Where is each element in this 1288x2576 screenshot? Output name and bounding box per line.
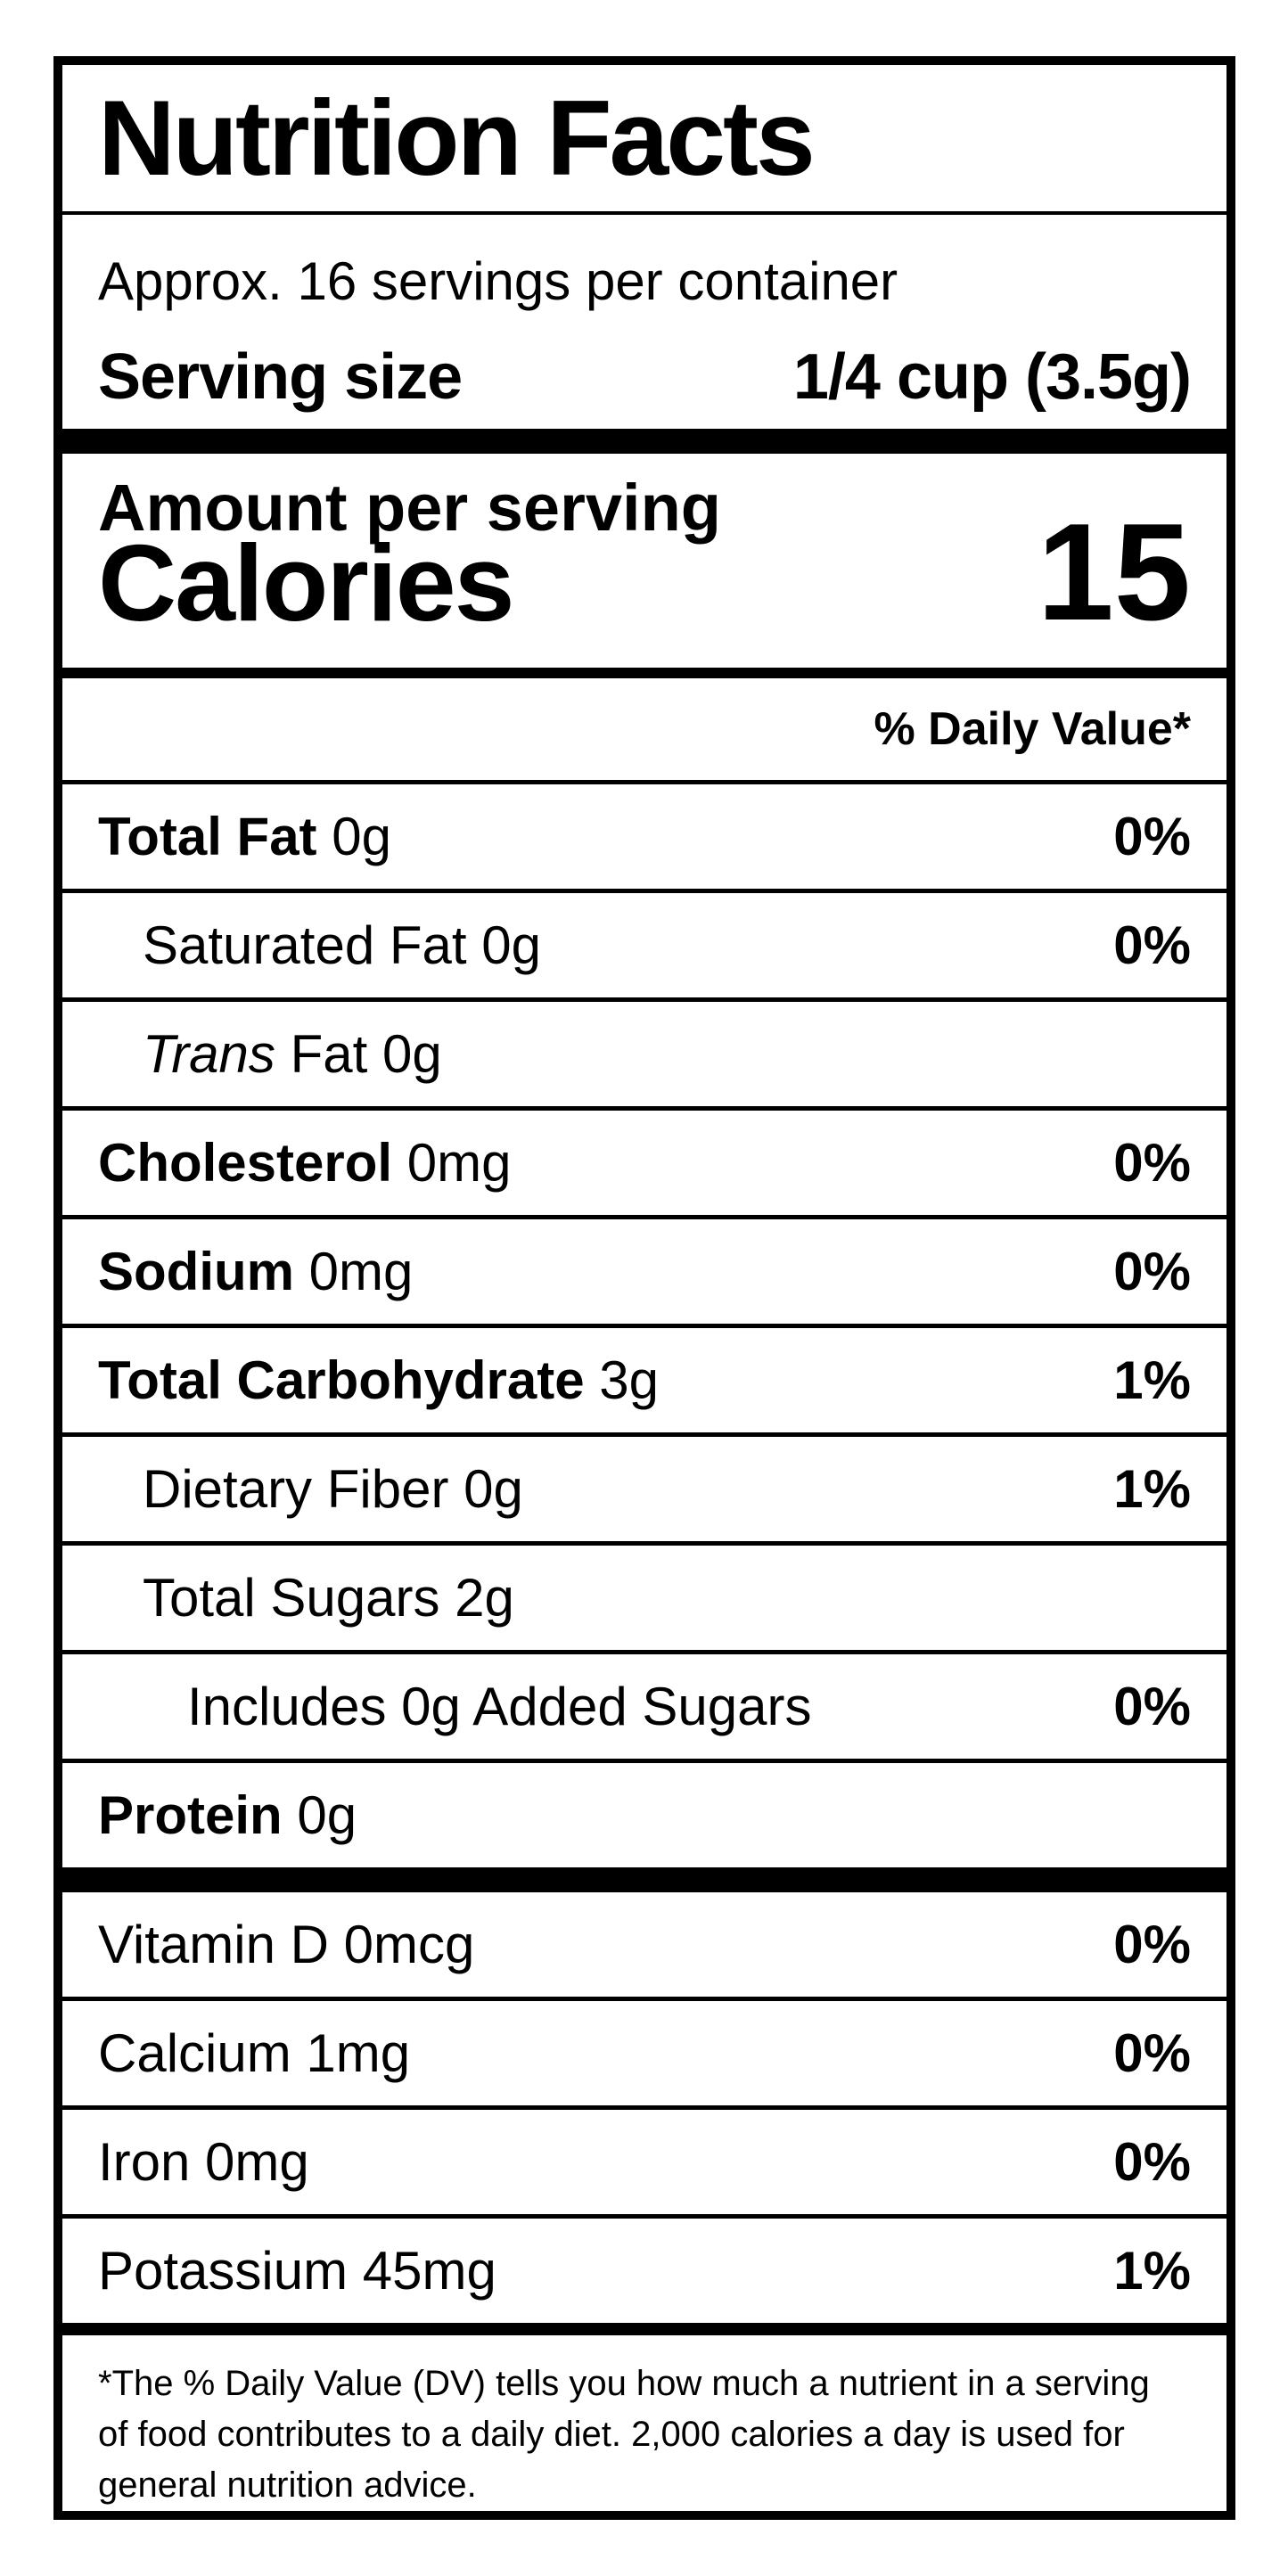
daily-value: 0% (1113, 2023, 1191, 2083)
nutrient-name: Includes 0g Added Sugars (187, 1677, 812, 1736)
footnote-line: *The % Daily Value (DV) tells you how mu… (98, 2364, 1150, 2403)
nutrient-name-and-amount: Dietary Fiber 0g (143, 1459, 523, 1519)
serving-size-value: 1/4 cup (3.5g) (792, 340, 1192, 413)
daily-value: 0% (1113, 1133, 1191, 1193)
daily-value: 1% (1113, 2241, 1191, 2301)
nutrient-name-and-amount: Saturated Fat 0g (143, 915, 541, 975)
divider-bar-thick-top (62, 429, 1226, 454)
nutrient-name: Dietary Fiber (143, 1459, 449, 1519)
footnote-line: general nutrition advice. (98, 2465, 477, 2505)
daily-value: 1% (1113, 1350, 1191, 1410)
divider-bar-footnote (62, 2323, 1226, 2335)
nutrient-name: Potassium (98, 2241, 349, 2301)
nutrient-name: Trans (143, 1024, 275, 1084)
label-title: Nutrition Facts (98, 78, 816, 198)
nutrient-name: Iron (98, 2132, 191, 2192)
nutrient-name-and-amount: Iron 0mg (98, 2132, 309, 2192)
micronutrient-row: Potassium 45mg 1% (62, 2219, 1226, 2323)
daily-value: 1% (1113, 1459, 1191, 1519)
micronutrient-rows: Vitamin D 0mcg 0% Calcium 1mg 0% Iron 0mg 0% P… (62, 1892, 1226, 2323)
nutrient-name-and-amount: Protein 0g (98, 1785, 357, 1845)
nutrient-name: Sodium (98, 1242, 294, 1301)
nutrient-name: Total Carbohydrate (98, 1350, 585, 1410)
micronutrient-row: Iron 0mg 0% (62, 2110, 1226, 2219)
servings-per-container: Approx. 16 servings per container (98, 251, 898, 311)
nutrient-name: Protein (98, 1785, 283, 1845)
nutrient-name-and-amount: Trans Fat 0g (143, 1024, 442, 1084)
nutrient-name-and-amount: Sodium 0mg (98, 1242, 414, 1301)
nutrient-name: Cholesterol (98, 1133, 393, 1193)
divider-bar-thick-middle (62, 1867, 1226, 1892)
daily-value-header: % Daily Value* (62, 678, 1226, 784)
nutrient-name-and-amount: Total Fat 0g (98, 807, 391, 866)
nutrient-row: Protein 0g (62, 1763, 1226, 1867)
nutrient-name-and-amount: Cholesterol 0mg (98, 1133, 512, 1193)
nutrient-row: Total Fat 0g 0% (62, 784, 1226, 893)
nutrient-row: Total Sugars 2g (62, 1546, 1226, 1654)
nutrient-name: Total Fat (98, 807, 317, 866)
micronutrient-row: Vitamin D 0mcg 0% (62, 1892, 1226, 2001)
nutrient-name: Calcium (98, 2023, 291, 2083)
nutrient-row: Dietary Fiber 0g 1% (62, 1437, 1226, 1546)
daily-value: 0% (1113, 1915, 1191, 1974)
serving-size-label: Serving size (98, 340, 463, 413)
nutrient-name-and-amount: Includes 0g Added Sugars (187, 1676, 812, 1737)
micronutrient-row: Calcium 1mg 0% (62, 2001, 1226, 2110)
nutrient-name: Vitamin D (98, 1915, 329, 1974)
nutrient-name-and-amount: Total Sugars 2g (143, 1568, 514, 1628)
footnote-line: of food contributes to a daily diet. 2,0… (98, 2415, 1125, 2454)
daily-value: 0% (1113, 1242, 1191, 1301)
footnote: *The % Daily Value (DV) tells you how mu… (62, 2335, 1226, 2511)
nutrition-facts-label: Nutrition Facts Approx. 16 servings per … (53, 56, 1235, 2520)
nutrient-name: Total Sugars (143, 1568, 440, 1628)
daily-value: 0% (1113, 915, 1191, 975)
daily-value: 0% (1113, 2132, 1191, 2192)
nutrient-name-and-amount: Vitamin D 0mcg (98, 1915, 475, 1974)
nutrient-row: Total Carbohydrate 3g 1% (62, 1328, 1226, 1437)
nutrient-name-and-amount: Calcium 1mg (98, 2023, 411, 2083)
amount-per-serving-label: Amount per serving (98, 471, 721, 545)
nutrient-name-and-amount: Total Carbohydrate 3g (98, 1350, 660, 1410)
serving-size-row: Serving size 1/4 cup (3.5g) (62, 324, 1226, 429)
nutrient-row: Saturated Fat 0g 0% (62, 893, 1226, 1002)
nutrient-row: Cholesterol 0mg 0% (62, 1111, 1226, 1219)
daily-value: 0% (1113, 1677, 1191, 1736)
title-section: Nutrition Facts (62, 65, 1226, 215)
nutrient-rows: Total Fat 0g 0% Saturated Fat 0g 0% Trans Fa… (62, 784, 1226, 1867)
nutrient-row: Trans Fat 0g (62, 1002, 1226, 1111)
daily-value: 0% (1113, 807, 1191, 866)
nutrient-row: Sodium 0mg 0% (62, 1219, 1226, 1328)
nutrient-name: Saturated Fat (143, 915, 467, 975)
nutrient-row: Includes 0g Added Sugars 0% (62, 1654, 1226, 1763)
nutrient-name-and-amount: Potassium 45mg (98, 2241, 496, 2301)
calories-value: 15 (1037, 495, 1191, 649)
calories-section: Amount per serving Calories 15 (62, 454, 1226, 668)
calories-label: Calories (98, 522, 514, 644)
divider-bar-medium (62, 668, 1226, 678)
